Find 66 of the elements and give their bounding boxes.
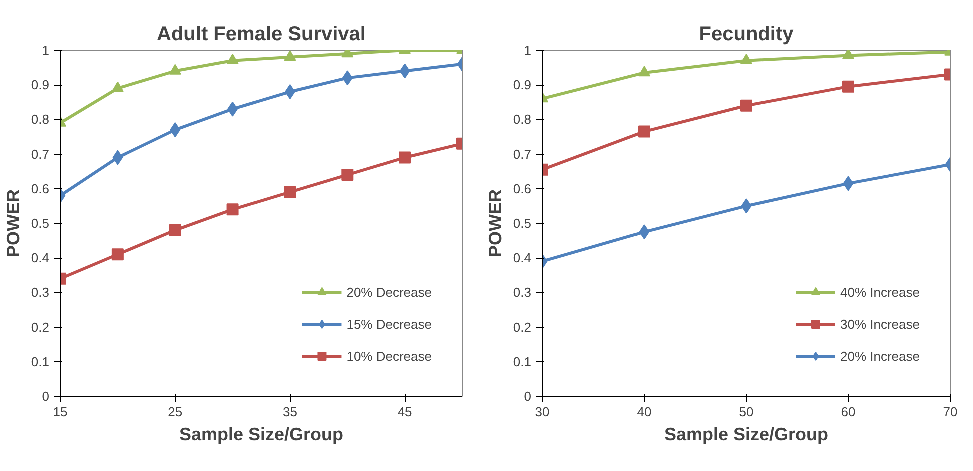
y-tick-label: 0.1	[31, 354, 50, 370]
point	[112, 82, 124, 92]
y-tick-label: 0.8	[31, 112, 50, 128]
x-axis-title: Sample Size/Group	[664, 424, 829, 444]
point	[342, 70, 353, 86]
y-tick-label: 0.7	[513, 146, 532, 162]
y-tick-label: 0.4	[31, 250, 50, 266]
y-tick-label: 0.6	[513, 181, 532, 196]
y-axis-title: POWER	[3, 189, 24, 258]
x-tick-label: 15	[53, 404, 68, 420]
point	[169, 224, 182, 236]
y-tick-label: 0.3	[31, 285, 50, 300]
legend-label: 10% Decrease	[346, 348, 432, 364]
point	[638, 66, 650, 77]
legend-label: 20% Increase	[840, 348, 920, 364]
point	[842, 80, 854, 93]
point	[400, 64, 410, 79]
x-tick-label: 70	[943, 404, 958, 420]
point	[741, 198, 752, 214]
legend-label: 30% Increase	[840, 316, 920, 332]
point	[112, 150, 124, 166]
x-axis-title: Sample Size/Group	[179, 424, 344, 444]
y-tick-label: 0.5	[31, 216, 50, 231]
chart-title: Fecundity	[699, 24, 795, 46]
y-tick-label: 0.1	[513, 354, 532, 370]
y-tick-label: 1	[42, 43, 50, 58]
x-tick-label: 60	[841, 404, 856, 420]
y-tick-label: 0.9	[513, 78, 532, 93]
chart-title: Adult Female Survival	[157, 24, 366, 46]
x-tick-label: 45	[398, 404, 412, 420]
y-tick-label: 0.6	[31, 181, 50, 196]
y-tick-label: 0.4	[513, 250, 532, 266]
x-tick-label: 40	[637, 404, 652, 420]
y-tick-label: 0.9	[31, 78, 50, 93]
y-tick-label: 0.8	[513, 112, 532, 128]
point	[284, 186, 296, 198]
legend-label: 15% Decrease	[346, 316, 432, 332]
point	[226, 204, 239, 216]
x-tick-label: 50	[739, 404, 754, 420]
y-axis-title: POWER	[485, 189, 506, 258]
y-tick-label: 0.2	[31, 320, 50, 335]
point	[399, 152, 412, 164]
point	[112, 248, 124, 261]
y-tick-label: 0	[42, 389, 50, 404]
legend-label: 40% Increase	[840, 284, 920, 300]
point	[740, 100, 752, 112]
y-tick-label: 0.2	[513, 320, 532, 335]
y-tick-label: 1	[524, 43, 532, 58]
point	[843, 176, 854, 192]
point	[638, 126, 650, 138]
legend-label: 20% Decrease	[346, 284, 432, 300]
y-tick-label: 0.3	[513, 285, 532, 300]
x-tick-label: 30	[535, 404, 550, 420]
point	[342, 169, 354, 182]
point	[226, 54, 239, 65]
point	[639, 224, 650, 240]
y-tick-label: 0.5	[513, 216, 532, 231]
point	[170, 122, 181, 138]
point	[740, 54, 752, 65]
y-tick-label: 0	[524, 389, 532, 404]
point	[284, 50, 296, 62]
x-tick-label: 35	[282, 404, 298, 420]
y-tick-label: 0.7	[31, 146, 50, 162]
point	[842, 50, 854, 60]
x-tick-label: 25	[168, 404, 183, 420]
point	[169, 64, 182, 75]
